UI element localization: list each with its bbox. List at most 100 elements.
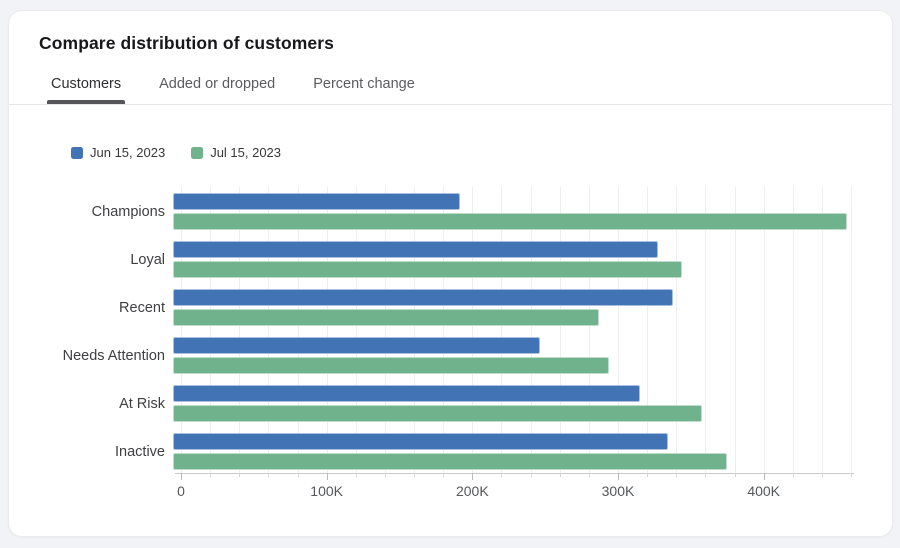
gridline — [326, 186, 328, 473]
axis-tick-minor — [239, 473, 241, 477]
bar-pair — [173, 193, 854, 230]
gridline — [501, 186, 503, 473]
gridline — [210, 186, 212, 473]
bar-jun-15-2023[interactable] — [173, 433, 669, 450]
axis-tick-minor — [821, 473, 823, 477]
page-title: Compare distribution of customers — [39, 33, 334, 53]
gridline — [355, 186, 357, 473]
gridline — [472, 186, 474, 473]
gridline — [530, 186, 532, 473]
axis-tick-label: 200K — [455, 483, 489, 499]
bar-jul-15-2023[interactable] — [173, 261, 682, 278]
legend-swatch-icon — [71, 146, 83, 159]
chart-row-loyal: Loyal — [39, 241, 854, 278]
axis-tick-minor — [588, 473, 590, 477]
bar-jul-15-2023[interactable] — [173, 405, 703, 422]
axis-tick-minor — [268, 473, 270, 477]
gridline — [705, 186, 707, 473]
axis-tick-major — [181, 473, 182, 480]
axis-tick-minor — [705, 473, 707, 477]
axis-tick-minor — [530, 473, 532, 477]
gridline — [763, 186, 765, 473]
axis-tick-major — [326, 473, 328, 480]
gridline — [443, 186, 445, 473]
tab-bar: Customers Added or dropped Percent change — [39, 68, 870, 104]
axis-tick-minor — [734, 473, 736, 477]
bar-jul-15-2023[interactable] — [173, 309, 599, 326]
gridline-layer — [181, 186, 854, 473]
axis-tick-label: 100K — [310, 483, 344, 499]
axis-tick-minor — [676, 473, 678, 477]
axis-tick-major — [472, 473, 474, 480]
axis-tick-label: 400K — [747, 483, 781, 499]
tab-added-or-dropped[interactable]: Added or dropped — [159, 76, 276, 92]
bar-pair — [173, 433, 854, 470]
legend-item[interactable]: Jun 15, 2023 — [71, 145, 165, 160]
axis-tick-label: 0 — [177, 483, 185, 499]
gridline — [588, 186, 590, 473]
bar-jun-15-2023[interactable] — [173, 385, 641, 402]
category-label: Inactive — [115, 443, 165, 460]
axis-tick-minor — [559, 473, 561, 477]
bar-jun-15-2023[interactable] — [173, 289, 673, 306]
axis-tick-minor — [501, 473, 503, 477]
gridline — [851, 186, 853, 473]
bar-pair — [173, 337, 854, 374]
bar-jun-15-2023[interactable] — [173, 241, 658, 258]
x-axis-line — [175, 473, 854, 474]
card-header: Compare distribution of customers Custom… — [9, 11, 892, 104]
gridline — [792, 186, 794, 473]
legend-label: Jul 15, 2023 — [210, 145, 282, 160]
axis-tick-minor — [297, 473, 299, 477]
gridline — [647, 186, 649, 473]
legend-label: Jun 15, 2023 — [90, 145, 166, 160]
gridline — [268, 186, 270, 473]
chart-row-inactive: Inactive — [39, 433, 854, 470]
gridline — [181, 186, 182, 473]
gridline — [618, 186, 619, 473]
tabs-divider — [9, 104, 892, 105]
tab-percent-change[interactable]: Percent change — [313, 76, 415, 92]
legend-item[interactable]: Jul 15, 2023 — [191, 145, 281, 160]
chart-row-champions: Champions — [39, 193, 854, 230]
gridline — [734, 186, 736, 473]
category-label: Recent — [119, 299, 165, 316]
bar-jun-15-2023[interactable] — [173, 193, 461, 210]
axis-tick-major — [618, 473, 619, 480]
axis-tick-minor — [414, 473, 416, 477]
bar-pair — [173, 385, 854, 422]
axis-tick-minor — [851, 473, 853, 477]
category-label: Needs Attention — [62, 347, 165, 364]
bar-chart: Champions Loyal Recent Needs Attention At Ri… — [39, 186, 854, 507]
tab-customers[interactable]: Customers — [46, 68, 126, 104]
compare-customers-card: Compare distribution of customers Custom… — [8, 10, 893, 537]
bar-jul-15-2023[interactable] — [173, 453, 728, 470]
bar-pair — [173, 241, 854, 278]
chart-row-needs-attention: Needs Attention — [39, 337, 854, 374]
bar-jul-15-2023[interactable] — [173, 357, 610, 374]
axis-tick-minor — [792, 473, 794, 477]
axis-tick-minor — [384, 473, 386, 477]
gridline — [559, 186, 561, 473]
gridline — [414, 186, 416, 473]
axis-tick-minor — [355, 473, 357, 477]
category-label: At Risk — [119, 395, 165, 412]
bar-pair — [173, 289, 854, 326]
axis-tick-label: 300K — [601, 483, 635, 499]
gridline — [676, 186, 678, 473]
chart-row-at-risk: At Risk — [39, 385, 854, 422]
axis-tick-major — [763, 473, 765, 480]
category-label: Loyal — [130, 251, 165, 268]
category-label: Champions — [91, 203, 165, 220]
gridline — [239, 186, 241, 473]
gridline — [297, 186, 299, 473]
bar-jun-15-2023[interactable] — [173, 337, 541, 354]
chart-row-recent: Recent — [39, 289, 854, 326]
axis-tick-minor — [210, 473, 212, 477]
axis-tick-minor — [443, 473, 445, 477]
chart-rows: Champions Loyal Recent Needs Attention At Ri… — [39, 186, 854, 473]
axis-tick-minor — [647, 473, 649, 477]
gridline — [384, 186, 386, 473]
bar-jul-15-2023[interactable] — [173, 213, 847, 230]
legend-swatch-icon — [191, 146, 204, 159]
